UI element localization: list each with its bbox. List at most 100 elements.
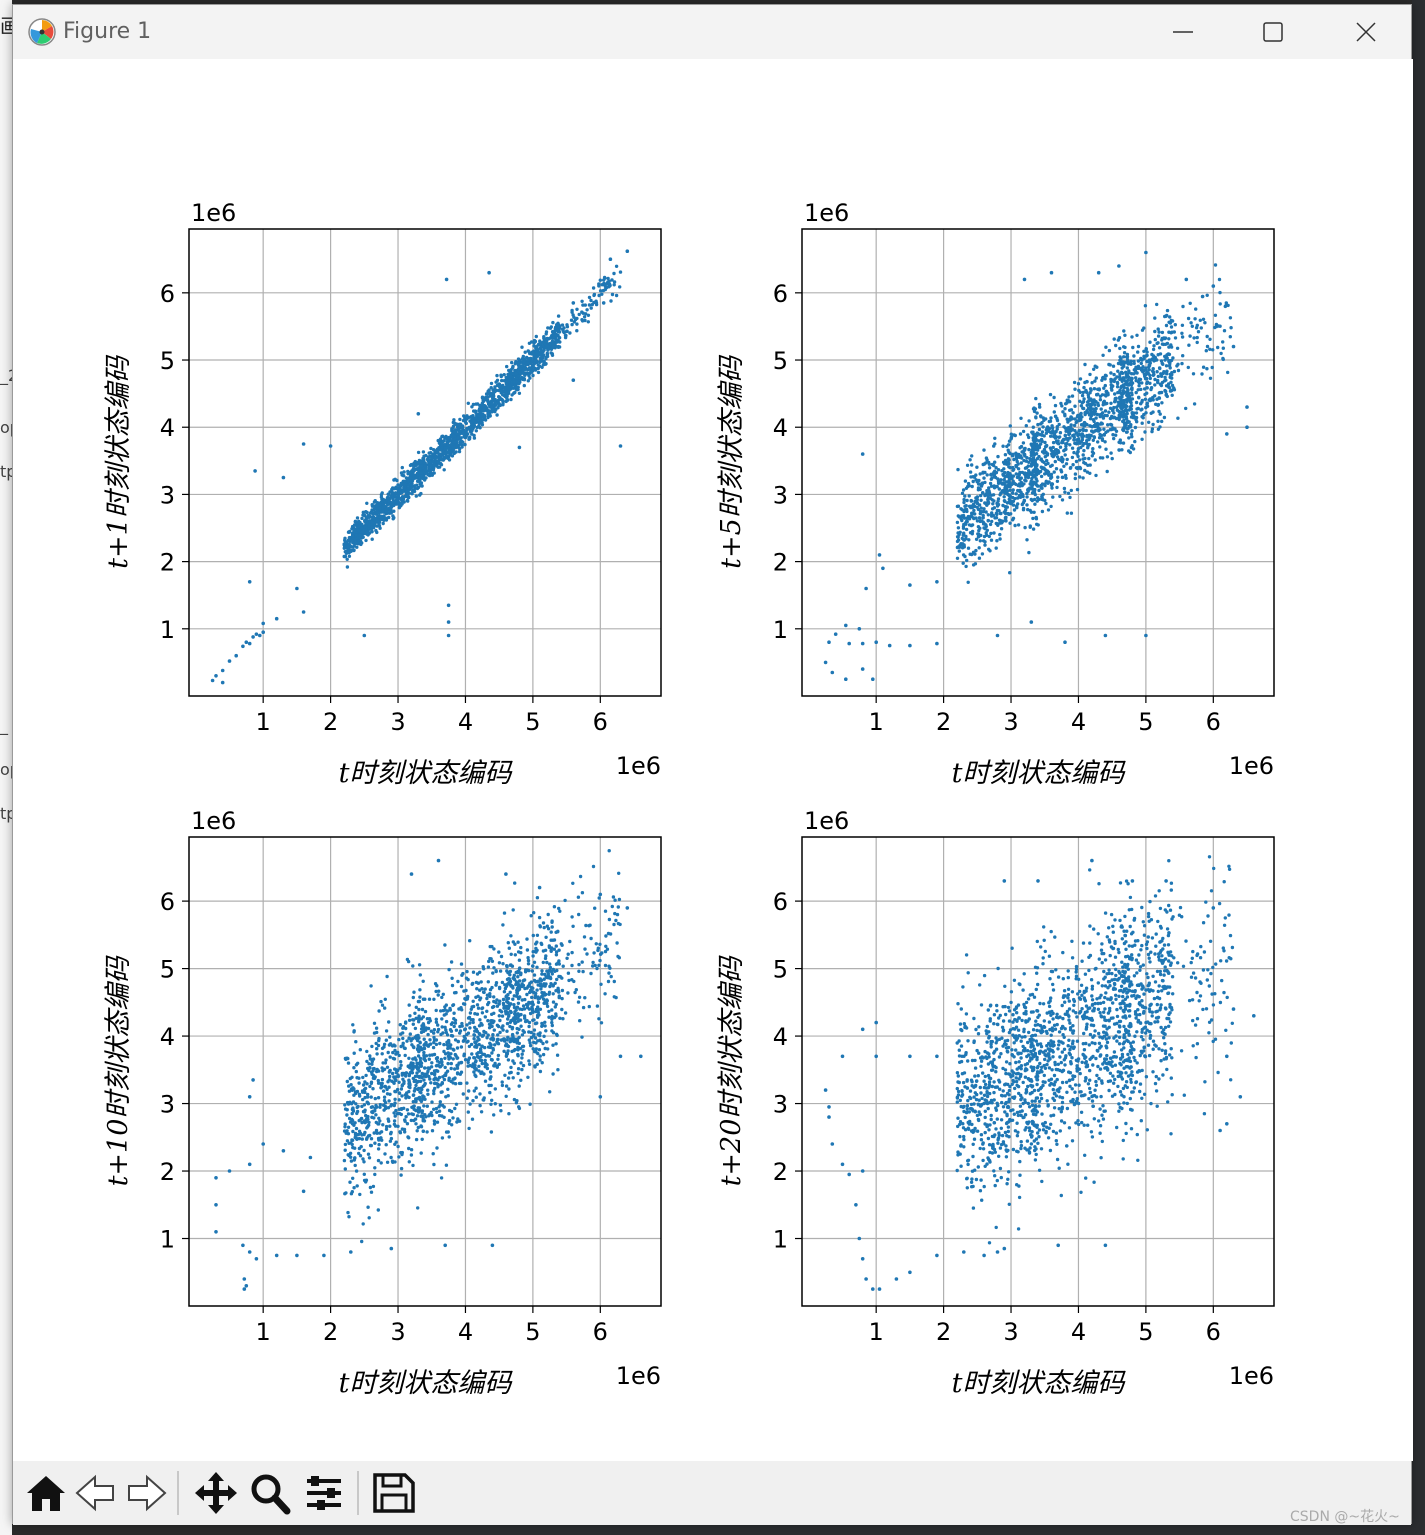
scatter-point bbox=[976, 525, 981, 529]
scatter-point bbox=[1163, 375, 1167, 380]
scatter-point bbox=[492, 995, 496, 999]
minimize-button[interactable] bbox=[1138, 5, 1228, 59]
scatter-point bbox=[354, 1069, 358, 1074]
scatter-point bbox=[446, 603, 451, 608]
scatter-point bbox=[577, 312, 581, 317]
scatter-point bbox=[471, 999, 475, 1003]
x-tick-label: 5 bbox=[525, 708, 540, 736]
scatter-point bbox=[1070, 446, 1075, 450]
scatter-point bbox=[575, 316, 579, 321]
scatter-point bbox=[1078, 377, 1083, 381]
scatter-point bbox=[343, 1142, 348, 1147]
scatter-point bbox=[1017, 473, 1021, 477]
scatter-point bbox=[962, 533, 966, 537]
scatter-point bbox=[1056, 449, 1060, 453]
maximize-button[interactable] bbox=[1228, 5, 1318, 59]
figure-canvas[interactable]: 1 2 3 4 5 6 1 2 3 4 5 6 1e6 1e6 t时刻状态编码 t+1时刻状态编码 1 2 3 4 5 6… bbox=[13, 59, 1413, 1461]
scatter-point bbox=[508, 1020, 513, 1024]
scatter-point bbox=[1245, 425, 1249, 430]
scatter-point bbox=[1167, 337, 1171, 341]
background-editor-right bbox=[1412, 0, 1425, 1535]
scatter-point bbox=[1082, 421, 1086, 426]
scatter-point bbox=[1245, 405, 1249, 409]
scatter-point bbox=[392, 1119, 397, 1123]
scatter-point bbox=[1039, 415, 1043, 419]
scatter-point bbox=[500, 1080, 504, 1084]
scatter-point bbox=[1208, 337, 1212, 341]
scatter-point bbox=[1136, 364, 1141, 368]
scatter-point bbox=[499, 1109, 503, 1113]
scatter-point bbox=[1201, 317, 1206, 321]
scatter-point bbox=[1065, 457, 1069, 462]
scatter-point bbox=[1141, 416, 1145, 420]
scatter-point bbox=[994, 511, 999, 515]
scatter-point bbox=[1090, 450, 1095, 454]
scatter-point bbox=[614, 264, 619, 268]
scatter-point bbox=[618, 270, 623, 274]
scatter-point bbox=[532, 1028, 537, 1032]
scatter-point bbox=[495, 1041, 500, 1045]
scatter-point bbox=[575, 322, 579, 326]
scatter-point bbox=[968, 470, 973, 474]
x-offset-label: 1e6 bbox=[616, 752, 661, 780]
scatter-point bbox=[364, 510, 368, 514]
scatter-point bbox=[413, 1026, 418, 1031]
scatter-point bbox=[1132, 354, 1136, 358]
scatter-point bbox=[353, 1131, 358, 1136]
scatter-point bbox=[1029, 458, 1033, 462]
scatter-point bbox=[1068, 495, 1072, 500]
scatter-point bbox=[986, 501, 991, 505]
scatter-point bbox=[1140, 437, 1144, 441]
scatter-point bbox=[417, 1086, 421, 1091]
scatter-point bbox=[1003, 517, 1008, 521]
close-button[interactable] bbox=[1321, 5, 1411, 59]
scatter-point bbox=[607, 917, 612, 922]
scatter-point bbox=[1153, 337, 1158, 342]
scatter-point bbox=[420, 474, 424, 478]
scatter-point bbox=[955, 545, 960, 550]
scatter-point bbox=[538, 1058, 542, 1062]
scatter-point bbox=[506, 1076, 511, 1080]
scatter-point bbox=[1111, 433, 1115, 437]
scatter-point bbox=[1130, 411, 1134, 415]
scatter-point bbox=[370, 1062, 374, 1066]
scatter-point bbox=[486, 395, 490, 399]
scatter-point bbox=[587, 295, 592, 300]
scatter-point bbox=[1037, 488, 1041, 493]
scatter-point bbox=[611, 895, 616, 899]
scatter-point bbox=[445, 446, 450, 450]
scatter-point bbox=[458, 1024, 462, 1029]
scatter-point bbox=[247, 641, 252, 646]
scatter-point bbox=[361, 1090, 365, 1094]
scatter-point bbox=[1020, 450, 1024, 454]
y-tick-label: 1 bbox=[773, 616, 788, 644]
scatter-point bbox=[1098, 398, 1103, 402]
scatter-point bbox=[986, 518, 990, 523]
title-bar[interactable]: Figure 1 bbox=[13, 5, 1411, 59]
scatter-point bbox=[481, 418, 485, 422]
scatter-point bbox=[1158, 390, 1162, 395]
scatter-point bbox=[466, 1060, 470, 1065]
scatter-point bbox=[1159, 383, 1164, 388]
scatter-point bbox=[1037, 427, 1042, 432]
scatter-point bbox=[384, 1143, 388, 1147]
scatter-point bbox=[1156, 378, 1160, 383]
scatter-point bbox=[1217, 277, 1222, 282]
scatter-point bbox=[1013, 433, 1017, 438]
scatter-point bbox=[561, 964, 565, 968]
scatter-point bbox=[1130, 387, 1134, 392]
scatter-point bbox=[402, 1106, 406, 1111]
scatter-point bbox=[413, 1117, 418, 1121]
scatter-point bbox=[393, 1101, 397, 1105]
scatter-point bbox=[964, 486, 969, 490]
scatter-point bbox=[545, 344, 550, 348]
scatter-point bbox=[1007, 497, 1011, 501]
scatter-point bbox=[381, 521, 385, 526]
scatter-point bbox=[578, 1019, 582, 1023]
scatter-point bbox=[1196, 330, 1201, 334]
scatter-point bbox=[355, 1109, 360, 1114]
scatter-point bbox=[504, 1094, 508, 1099]
scatter-point bbox=[527, 350, 531, 354]
scatter-point bbox=[965, 558, 969, 563]
